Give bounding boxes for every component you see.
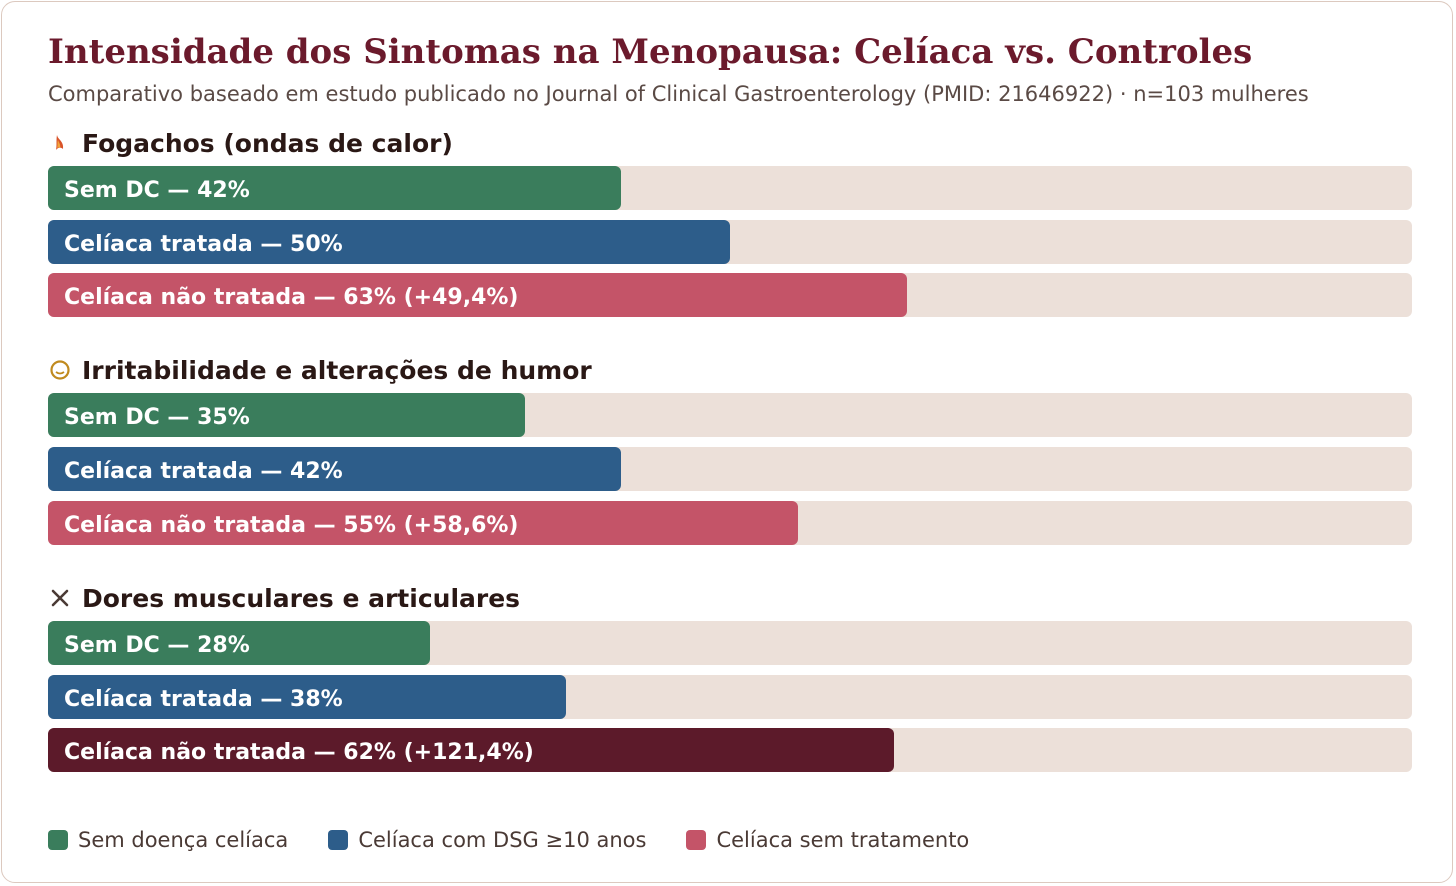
bar-track: Celíaca não tratada — 63% (+49,4%) <box>48 273 1412 317</box>
bar-label: Sem DC — 35% <box>64 405 250 430</box>
section-title: Irritabilidade e alterações de humor <box>82 355 592 385</box>
bar-label: Sem DC — 42% <box>64 178 250 203</box>
section-heading: Fogachos (ondas de calor) <box>48 127 453 159</box>
flame-icon <box>48 131 72 155</box>
legend-label: Celíaca com DSG ≥10 anos <box>358 828 647 852</box>
bar-sem-dc <box>48 393 525 437</box>
section-heading: Irritabilidade e alterações de humor <box>48 354 592 386</box>
bar-nao-tratada <box>48 501 798 545</box>
cross-icon <box>48 586 72 610</box>
bar-label: Celíaca tratada — 50% <box>64 232 343 257</box>
bar-track: Celíaca não tratada — 62% (+121,4%) <box>48 728 1412 772</box>
bar-nao-tratada <box>48 273 907 317</box>
mood-icon <box>48 358 72 382</box>
bar-label: Celíaca tratada — 38% <box>64 687 343 712</box>
legend-swatch-tratada <box>328 830 349 850</box>
page-subtitle: Comparativo baseado em estudo publicado … <box>48 82 1309 106</box>
bar-track: Celíaca não tratada — 55% (+58,6%) <box>48 501 1412 545</box>
bar-track: Celíaca tratada — 50% <box>48 220 1412 264</box>
bar-label: Celíaca não tratada — 62% (+121,4%) <box>64 740 534 765</box>
legend-label: Sem doença celíaca <box>78 828 289 852</box>
bar-track: Celíaca tratada — 38% <box>48 675 1412 719</box>
legend-item-nao-tratada: Celíaca sem tratamento <box>686 828 969 852</box>
bar-track: Sem DC — 42% <box>48 166 1412 210</box>
legend-swatch-nao-tratada <box>686 830 707 850</box>
bar-sem-dc <box>48 621 430 665</box>
bar-label: Celíaca não tratada — 55% (+58,6%) <box>64 513 519 538</box>
bar-label: Celíaca não tratada — 63% (+49,4%) <box>64 285 519 310</box>
bar-label: Sem DC — 28% <box>64 633 250 658</box>
bar-tratada <box>48 675 566 719</box>
bar-track: Sem DC — 35% <box>48 393 1412 437</box>
bar-tratada <box>48 220 730 264</box>
section-title: Fogachos (ondas de calor) <box>82 128 453 158</box>
bar-sem-dc <box>48 166 621 210</box>
legend-label: Celíaca sem tratamento <box>716 828 970 852</box>
legend-swatch-sem-dc <box>48 830 68 850</box>
bar-track: Celíaca tratada — 42% <box>48 447 1412 491</box>
legend: Sem doença celíaca Celíaca com DSG ≥10 a… <box>48 828 969 852</box>
bar-label: Celíaca tratada — 42% <box>64 459 343 484</box>
bar-tratada <box>48 447 621 491</box>
legend-item-sem-dc: Sem doença celíaca <box>48 828 288 852</box>
section-title: Dores musculares e articulares <box>82 583 521 613</box>
bar-nao-tratada <box>48 728 894 772</box>
section-heading: Dores musculares e articulares <box>48 582 520 614</box>
page-title: Intensidade dos Sintomas na Menopausa: C… <box>48 32 1253 72</box>
bar-track: Sem DC — 28% <box>48 621 1412 665</box>
legend-item-tratada: Celíaca com DSG ≥10 anos <box>328 828 646 852</box>
